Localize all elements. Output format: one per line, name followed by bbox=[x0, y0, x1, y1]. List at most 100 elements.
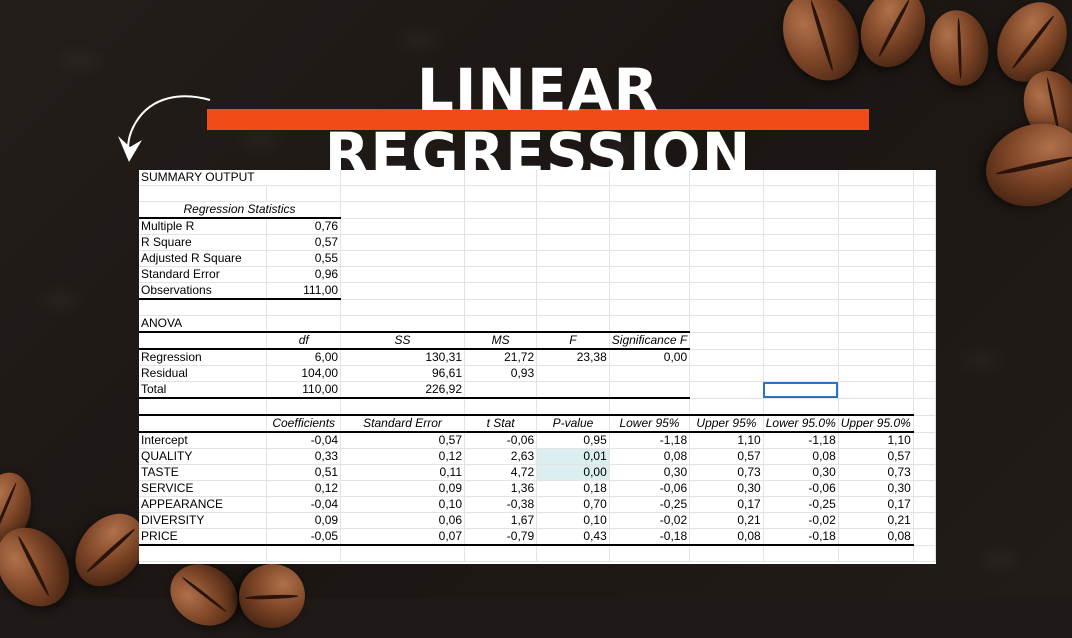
empty-cell[interactable] bbox=[464, 282, 538, 300]
coefficient-value[interactable]: 0,12 bbox=[266, 480, 342, 497]
coefficient-value[interactable]: -0,04 bbox=[266, 432, 342, 449]
empty-cell[interactable] bbox=[464, 299, 538, 316]
coefficient-column-header[interactable]: Upper 95.0% bbox=[838, 415, 914, 433]
coefficient-row-label[interactable]: SERVICE bbox=[139, 480, 268, 497]
coefficient-value[interactable]: 0,30 bbox=[838, 480, 914, 497]
coefficient-value[interactable]: 0,10 bbox=[340, 496, 466, 513]
empty-cell[interactable] bbox=[763, 332, 839, 350]
anova-value[interactable] bbox=[609, 365, 691, 382]
stat-value[interactable]: 0,76 bbox=[266, 218, 342, 235]
empty-cell[interactable] bbox=[913, 545, 936, 562]
empty-cell[interactable] bbox=[609, 315, 691, 333]
empty-cell[interactable] bbox=[340, 170, 466, 186]
stat-label[interactable]: Multiple R bbox=[139, 218, 268, 235]
empty-cell[interactable] bbox=[763, 545, 839, 562]
anova-column-header[interactable]: MS bbox=[464, 332, 538, 350]
coefficient-value[interactable]: -0,25 bbox=[609, 496, 691, 513]
coefficient-value[interactable]: 0,21 bbox=[838, 512, 914, 529]
coefficient-value[interactable]: 0,10 bbox=[536, 512, 610, 529]
coefficient-value[interactable]: -0,38 bbox=[464, 496, 538, 513]
coefficient-value[interactable]: 0,08 bbox=[689, 528, 764, 546]
coefficient-value[interactable]: 0,09 bbox=[266, 512, 342, 529]
empty-cell[interactable] bbox=[838, 365, 914, 382]
empty-cell[interactable] bbox=[913, 349, 936, 366]
empty-cell[interactable] bbox=[464, 315, 538, 333]
coefficient-column-header[interactable]: Coefficients bbox=[266, 415, 342, 433]
empty-cell[interactable] bbox=[913, 415, 936, 433]
empty-cell[interactable] bbox=[464, 201, 538, 219]
anova-value[interactable]: 110,00 bbox=[266, 381, 342, 399]
empty-cell[interactable] bbox=[139, 415, 268, 433]
coefficient-value[interactable]: 0,01 bbox=[536, 448, 610, 465]
empty-cell[interactable] bbox=[763, 170, 839, 186]
empty-cell[interactable] bbox=[838, 332, 914, 350]
coefficient-value[interactable]: 0,08 bbox=[763, 448, 839, 465]
empty-cell[interactable] bbox=[266, 545, 342, 562]
empty-cell[interactable] bbox=[340, 185, 466, 202]
empty-cell[interactable] bbox=[838, 234, 914, 251]
stat-value[interactable]: 0,57 bbox=[266, 234, 342, 251]
coefficient-value[interactable]: -0,25 bbox=[763, 496, 839, 513]
empty-cell[interactable] bbox=[689, 398, 764, 416]
coefficient-value[interactable]: 0,21 bbox=[689, 512, 764, 529]
empty-cell[interactable] bbox=[913, 480, 936, 497]
coefficient-value[interactable]: 0,30 bbox=[763, 464, 839, 481]
empty-cell[interactable] bbox=[913, 512, 936, 529]
empty-cell[interactable] bbox=[838, 170, 914, 186]
empty-cell[interactable] bbox=[536, 234, 610, 251]
empty-cell[interactable] bbox=[913, 201, 936, 219]
empty-cell[interactable] bbox=[913, 432, 936, 449]
coefficient-column-header[interactable]: Upper 95% bbox=[689, 415, 764, 433]
stat-label[interactable]: Adjusted R Square bbox=[139, 250, 268, 267]
empty-cell[interactable] bbox=[763, 218, 839, 235]
anova-value[interactable]: 130,31 bbox=[340, 349, 466, 366]
empty-cell[interactable] bbox=[609, 266, 691, 283]
empty-cell[interactable] bbox=[689, 250, 764, 267]
empty-cell[interactable] bbox=[536, 201, 610, 219]
anova-row-label[interactable]: Regression bbox=[139, 349, 268, 366]
empty-cell[interactable] bbox=[689, 170, 764, 186]
coefficient-row-label[interactable]: APPEARANCE bbox=[139, 496, 268, 513]
empty-cell[interactable] bbox=[838, 266, 914, 283]
anova-value[interactable]: 226,92 bbox=[340, 381, 466, 399]
empty-cell[interactable] bbox=[913, 496, 936, 513]
empty-cell[interactable] bbox=[464, 266, 538, 283]
empty-cell[interactable] bbox=[340, 545, 466, 562]
coefficient-column-header[interactable]: Lower 95% bbox=[609, 415, 691, 433]
empty-cell[interactable] bbox=[763, 282, 839, 300]
empty-cell[interactable] bbox=[689, 201, 764, 219]
empty-cell[interactable] bbox=[838, 185, 914, 202]
empty-cell[interactable] bbox=[536, 170, 610, 186]
empty-cell[interactable] bbox=[838, 398, 914, 416]
stat-value[interactable]: 111,00 bbox=[266, 282, 342, 300]
empty-cell[interactable] bbox=[340, 234, 466, 251]
empty-cell[interactable] bbox=[536, 299, 610, 316]
anova-heading[interactable]: ANOVA bbox=[139, 315, 268, 333]
empty-cell[interactable] bbox=[689, 332, 764, 350]
empty-cell[interactable] bbox=[609, 299, 691, 316]
coefficient-value[interactable]: 0,12 bbox=[340, 448, 466, 465]
empty-cell[interactable] bbox=[536, 398, 610, 416]
regression-statistics-heading[interactable]: Regression Statistics bbox=[139, 201, 342, 219]
coefficient-value[interactable]: 1,10 bbox=[838, 432, 914, 449]
anova-value[interactable]: 0,00 bbox=[609, 349, 691, 366]
coefficient-value[interactable]: 0,57 bbox=[689, 448, 764, 465]
empty-cell[interactable] bbox=[536, 266, 610, 283]
anova-column-header[interactable]: F bbox=[536, 332, 610, 350]
empty-cell[interactable] bbox=[139, 545, 268, 562]
selected-cell[interactable] bbox=[763, 381, 839, 399]
empty-cell[interactable] bbox=[913, 282, 936, 300]
empty-cell[interactable] bbox=[689, 282, 764, 300]
coefficient-value[interactable]: -0,79 bbox=[464, 528, 538, 546]
empty-cell[interactable] bbox=[913, 250, 936, 267]
empty-cell[interactable] bbox=[913, 381, 936, 399]
anova-column-header[interactable]: Significance F bbox=[609, 332, 691, 350]
coefficient-value[interactable]: -0,18 bbox=[609, 528, 691, 546]
coefficient-value[interactable]: 0,73 bbox=[689, 464, 764, 481]
empty-cell[interactable] bbox=[536, 315, 610, 333]
empty-cell[interactable] bbox=[139, 299, 268, 316]
empty-cell[interactable] bbox=[913, 218, 936, 235]
empty-cell[interactable] bbox=[609, 201, 691, 219]
empty-cell[interactable] bbox=[763, 250, 839, 267]
coefficient-value[interactable]: -0,02 bbox=[609, 512, 691, 529]
